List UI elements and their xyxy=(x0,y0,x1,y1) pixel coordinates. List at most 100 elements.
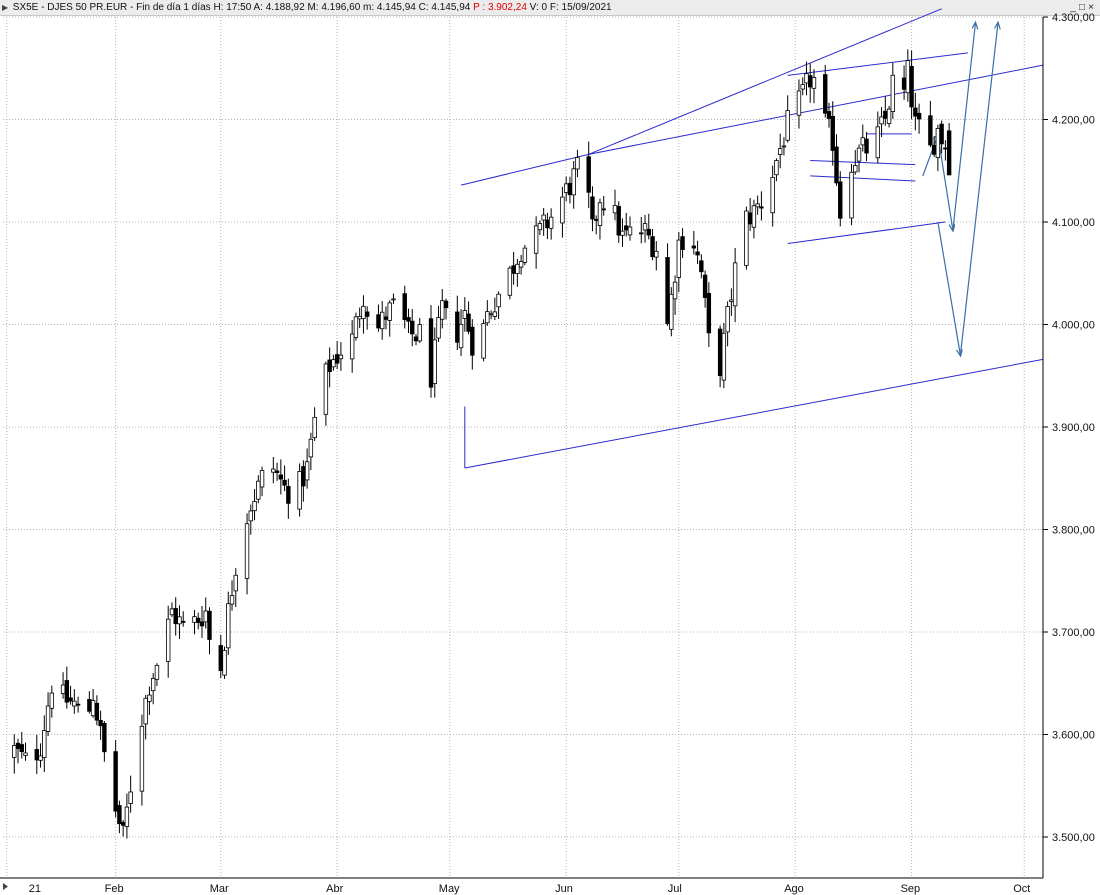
x-tick-label: Jun xyxy=(555,883,573,895)
candle-body-down xyxy=(864,138,869,154)
candle-body-down xyxy=(567,182,573,196)
projection-arrow xyxy=(937,221,961,355)
candle-body-down xyxy=(639,232,644,235)
trendlines xyxy=(460,8,1044,469)
candle-body-up xyxy=(627,226,633,236)
candle-body-down xyxy=(15,742,21,749)
candle-body-up xyxy=(165,618,171,662)
y-tick-label: 3.800,00 xyxy=(1052,525,1095,537)
collapse-arrow-icon[interactable]: ▶ xyxy=(2,3,9,12)
candle-body-up xyxy=(541,214,546,221)
x-tick-label: Sep xyxy=(901,883,921,895)
candle-body-down xyxy=(327,359,332,372)
candle-body-up xyxy=(488,313,494,316)
candle-body-down xyxy=(883,110,888,119)
candle-body-down xyxy=(665,257,670,324)
candle-body-down xyxy=(455,311,460,343)
candle-body-down xyxy=(946,130,952,176)
candle-body-up xyxy=(575,157,580,170)
maximize-icon[interactable]: □ xyxy=(1078,2,1087,13)
candle-body-down xyxy=(364,311,370,317)
candle-body-up xyxy=(597,202,603,226)
candle-body-up xyxy=(853,165,858,173)
candle-body-down xyxy=(650,236,655,258)
candles xyxy=(12,49,952,839)
candle-body-up xyxy=(169,608,175,616)
trendline xyxy=(810,175,916,182)
candle-body-down xyxy=(699,260,704,273)
candle-body-up xyxy=(672,281,678,300)
high-label: M: 4.196,60 xyxy=(307,2,361,13)
candle-body-down xyxy=(94,702,100,721)
date-label: F: 15/09/2021 xyxy=(549,2,612,13)
candle-body-down xyxy=(75,703,81,706)
candle-body-down xyxy=(102,722,107,753)
trendline xyxy=(460,153,589,186)
candle-body-up xyxy=(252,501,257,512)
candle-body-down xyxy=(511,265,516,274)
candle-body-up xyxy=(440,300,445,320)
candle-body-up xyxy=(492,311,498,317)
candle-body-down xyxy=(199,621,205,627)
volume-label: V: 0 xyxy=(529,2,548,13)
candle-body-down xyxy=(120,821,126,826)
y-tick-label: 4.100,00 xyxy=(1052,217,1095,229)
candle-body-up xyxy=(751,205,757,228)
period-label: Fin de día 1 días xyxy=(136,2,211,13)
candle-body-up xyxy=(620,230,625,236)
candle-body-down xyxy=(218,645,223,672)
instrument-name: DJES 50 PR.EUR xyxy=(47,2,128,13)
trendline xyxy=(588,64,1044,155)
x-axis: 21 Feb Mar Abr May Jun Jul Ago Sep Oct xyxy=(0,877,1043,895)
candle-body-up xyxy=(248,510,253,522)
candle-body-up xyxy=(811,77,817,89)
candle-body-down xyxy=(646,228,651,236)
candle-body-down xyxy=(117,805,122,825)
minimize-icon[interactable]: _ xyxy=(1070,2,1077,13)
candle-body-up xyxy=(481,323,486,359)
candle-body-down xyxy=(702,274,708,298)
candle-body-up xyxy=(192,616,197,623)
candle-body-up xyxy=(308,438,314,458)
candle-body-up xyxy=(458,323,464,349)
candle-body-up xyxy=(361,305,366,319)
candle-body-down xyxy=(590,196,595,220)
candle-body-up xyxy=(721,332,727,381)
candle-body-up xyxy=(515,263,520,274)
candle-body-up xyxy=(496,293,501,308)
candle-body-down xyxy=(901,77,907,90)
candle-body-up xyxy=(905,60,911,94)
candle-body-up xyxy=(244,523,250,579)
candle-body-up xyxy=(90,700,96,717)
candle-body-up xyxy=(312,416,317,439)
candle-body-up xyxy=(725,306,730,333)
candle-body-up xyxy=(860,137,865,146)
candle-body-down xyxy=(19,744,24,753)
y-tick-label: 3.700,00 xyxy=(1052,627,1095,639)
candle-body-up xyxy=(856,147,862,162)
candle-body-down xyxy=(594,218,599,221)
window-controls: _ □ × xyxy=(1069,0,1096,16)
candle-body-up xyxy=(886,108,892,124)
candle-body-down xyxy=(470,326,475,356)
close-icon[interactable]: × xyxy=(1088,2,1095,13)
low-label: m: 4.145,94 xyxy=(363,2,416,13)
x-tick-label: Mar xyxy=(210,883,229,895)
candle-body-up xyxy=(485,311,490,324)
candle-body-down xyxy=(282,479,287,486)
candle-body-down xyxy=(624,225,629,231)
candle-body-down xyxy=(181,620,186,623)
x-tick-label: Abr xyxy=(326,883,343,895)
y-axis: 3.500,00 3.600,00 3.700,00 3.800,00 3.900,00… xyxy=(1042,12,1095,878)
candle-body-down xyxy=(274,470,280,474)
candle-body-up xyxy=(49,692,55,709)
candle-body-up xyxy=(331,359,336,368)
candle-body-up xyxy=(297,471,302,510)
y-tick-label: 3.900,00 xyxy=(1052,422,1095,434)
candle-body-down xyxy=(334,354,340,364)
candle-body-down xyxy=(443,300,449,309)
candle-body-down xyxy=(823,74,828,114)
candle-body-down xyxy=(695,251,700,256)
candle-body-up xyxy=(357,316,362,320)
